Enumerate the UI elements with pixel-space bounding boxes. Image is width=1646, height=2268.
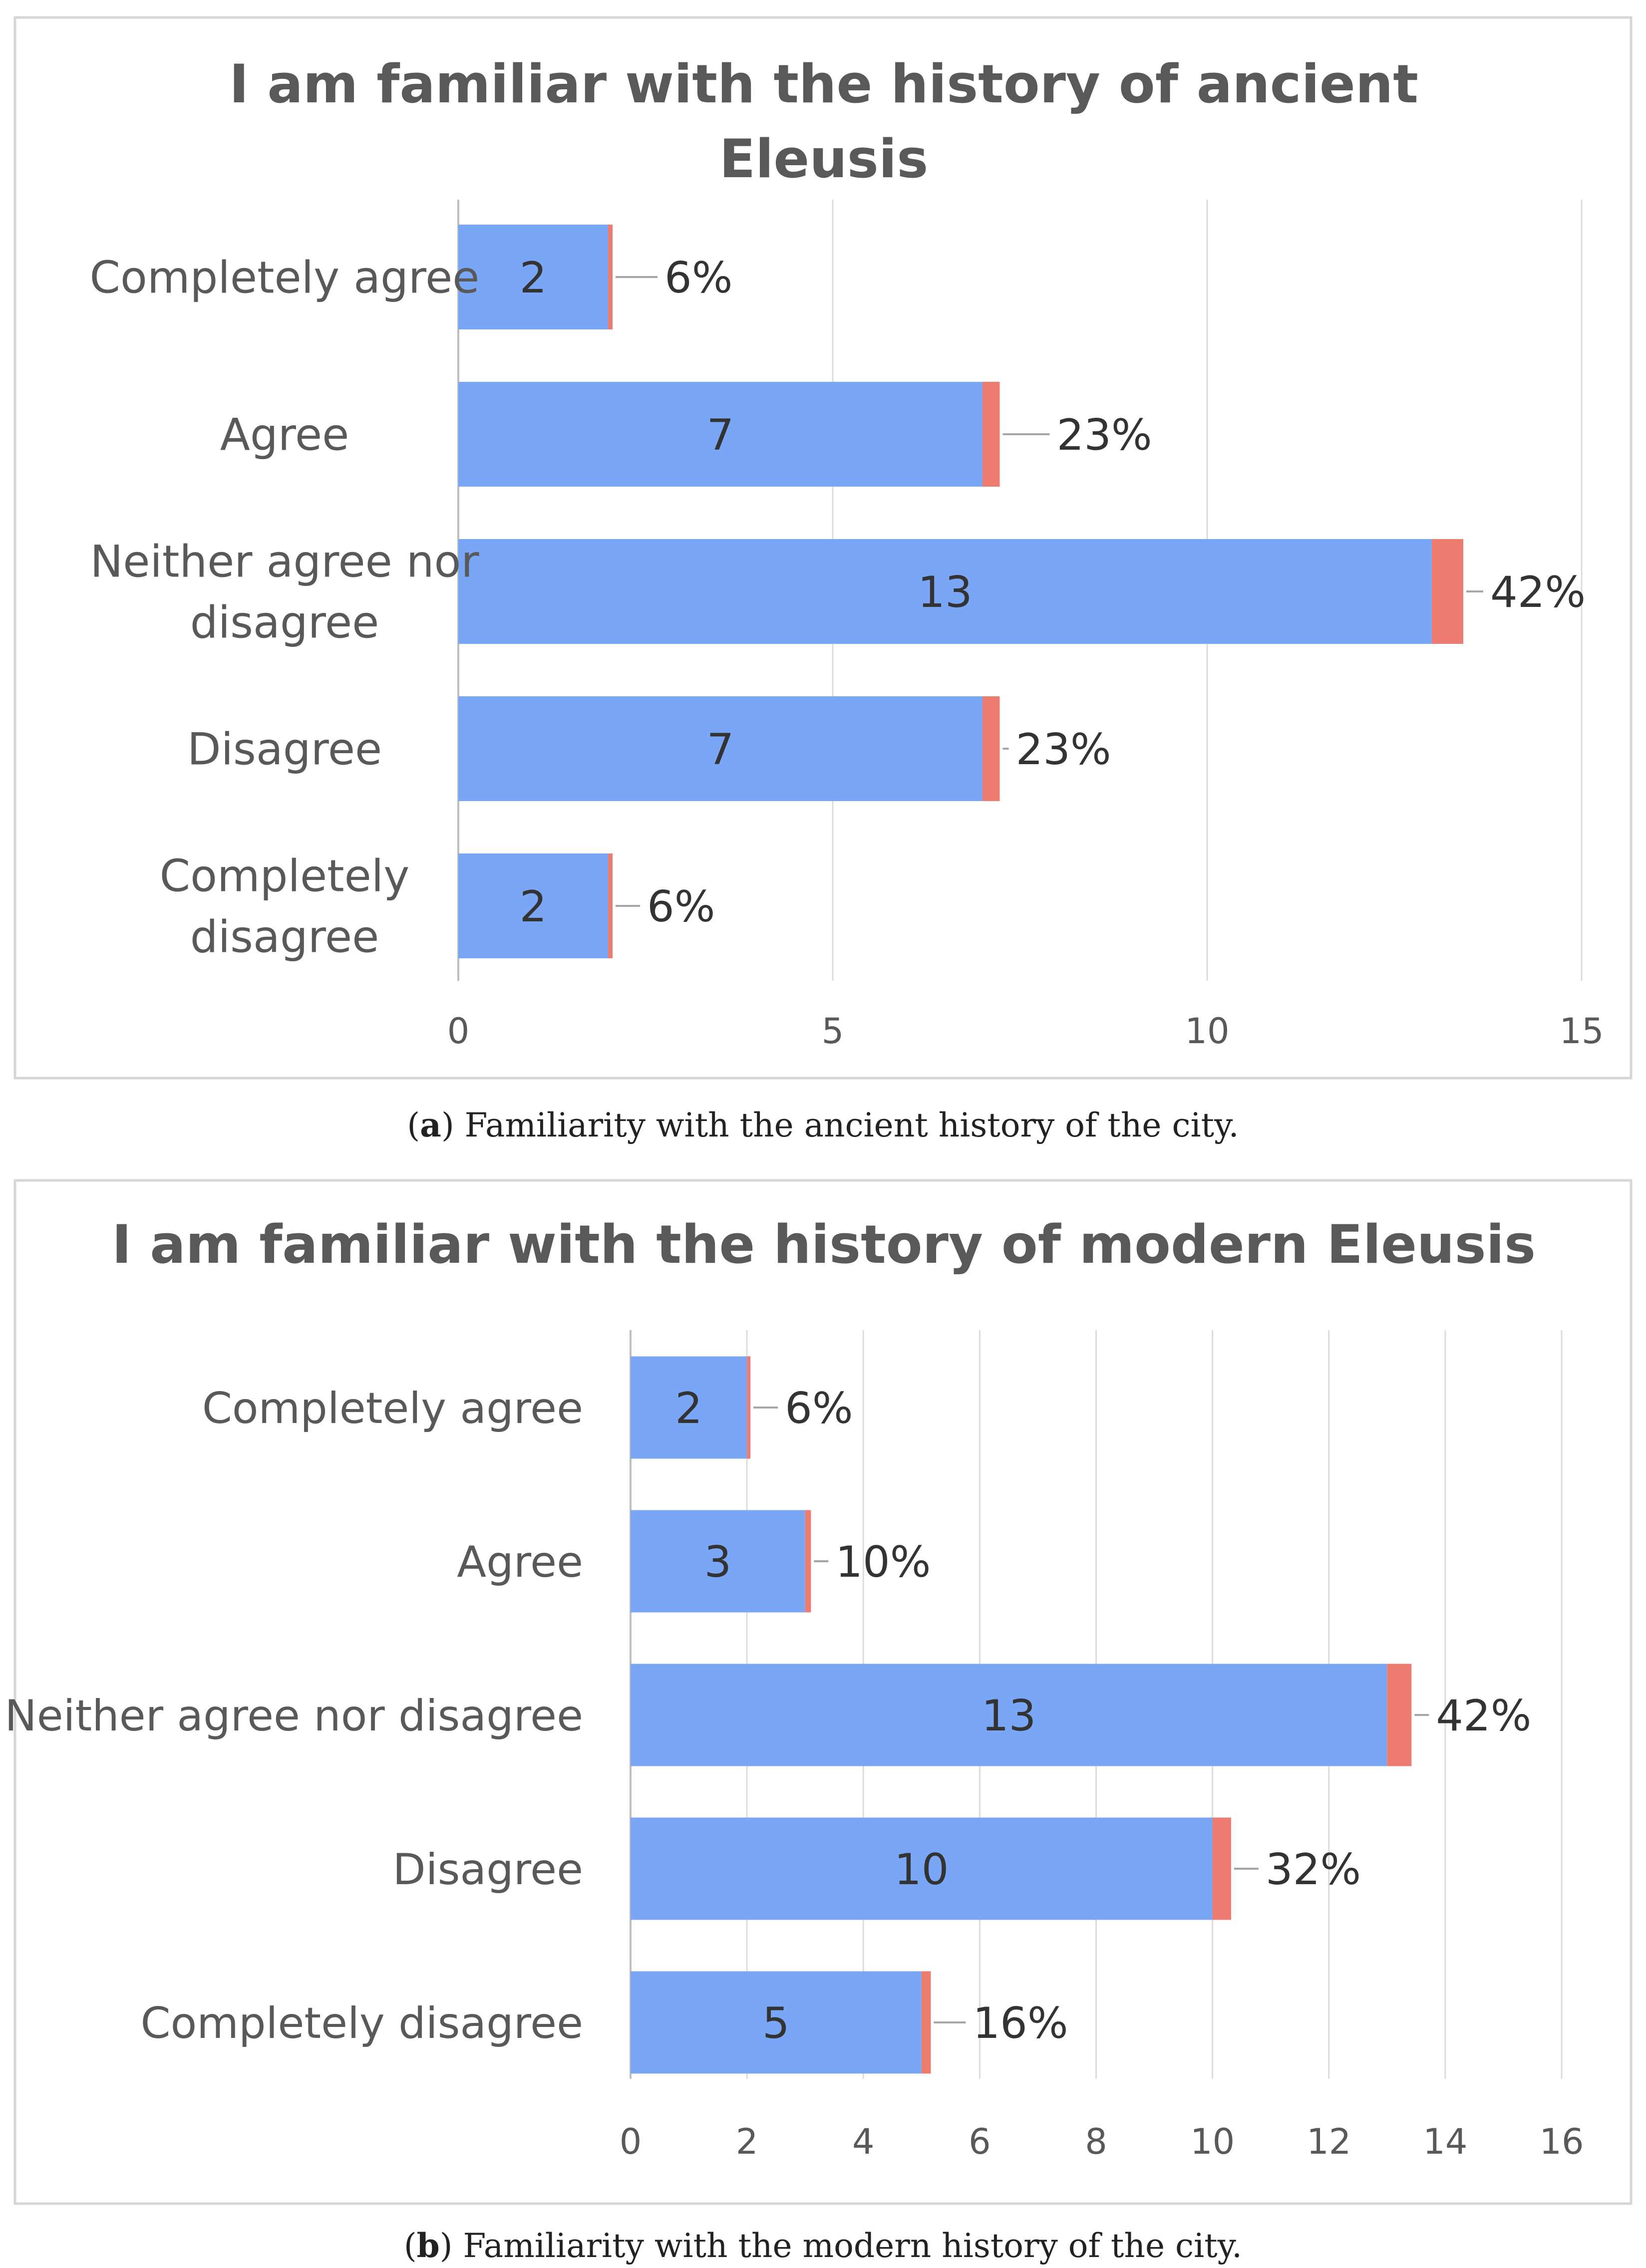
x-tick-label: 6 — [969, 2121, 991, 2162]
bar-percent — [983, 696, 1000, 801]
bar-percent-label: 6% — [785, 1384, 853, 1433]
bar-percent-label: 10% — [835, 1537, 931, 1587]
chart-title: I am familiar with the history of ancien… — [229, 53, 1418, 115]
chart-title: I am familiar with the history of modern… — [112, 1214, 1536, 1275]
bar-percent — [747, 1356, 751, 1459]
chart-title: Eleusis — [719, 128, 929, 190]
bar-value-label: 10 — [894, 1845, 949, 1895]
category-label: disagree — [190, 597, 379, 648]
chart-modern-history: I am familiar with the history of modern… — [4, 1179, 1633, 2205]
bar-percent — [1387, 1664, 1412, 1766]
bar-count — [631, 1510, 805, 1613]
x-tick-label: 10 — [1185, 1011, 1229, 1052]
bar-value-label: 2 — [675, 1384, 702, 1433]
bar-percent — [608, 225, 613, 329]
bar-percent — [1212, 1817, 1231, 1920]
category-label: Disagree — [187, 724, 382, 775]
bar-value-label: 7 — [707, 725, 734, 775]
bar-percent — [983, 382, 1000, 487]
category-label: Neither agree nor — [90, 536, 479, 587]
category-label: Disagree — [393, 1845, 584, 1895]
category-label: Neither agree nor disagree — [4, 1691, 583, 1741]
x-tick-label: 5 — [822, 1011, 844, 1052]
x-tick-label: 15 — [1559, 1011, 1604, 1052]
bar-value-label: 2 — [520, 253, 547, 303]
x-tick-label: 16 — [1539, 2121, 1584, 2162]
chart-panel-ancient: I am familiar with the history of ancien… — [13, 16, 1633, 1144]
caption-letter: b — [416, 2226, 440, 2265]
x-tick-label: 2 — [736, 2121, 758, 2162]
x-tick-label: 12 — [1307, 2121, 1351, 2162]
x-tick-label: 8 — [1085, 2121, 1107, 2162]
bar-count — [458, 382, 983, 487]
category-label: Completely agree — [202, 1384, 583, 1433]
bar-value-label: 3 — [704, 1537, 731, 1587]
x-tick-label: 10 — [1190, 2121, 1235, 2162]
caption-ancient: (a) Familiarity with the ancient history… — [407, 1106, 1239, 1144]
bar-value-label: 2 — [520, 882, 547, 932]
bar-percent-label: 23% — [1016, 725, 1111, 775]
category-label: Completely disagree — [141, 1998, 583, 2048]
bar-count — [631, 1356, 747, 1459]
bar-percent-label: 42% — [1436, 1691, 1531, 1741]
category-label: Completely — [160, 850, 410, 902]
chart-panel-modern: I am familiar with the history of modern… — [0, 1163, 1646, 2268]
caption-text: ) Familiarity with the ancient history o… — [441, 1106, 1239, 1144]
bar-value-label: 13 — [918, 567, 972, 617]
caption-letter: a — [420, 1106, 441, 1144]
bar-count — [458, 225, 608, 329]
bar-count — [631, 1971, 922, 2074]
caption-text: ) Familiarity with the modern history of… — [439, 2227, 1243, 2265]
bar-percent-label: 6% — [647, 882, 715, 932]
bar-value-label: 7 — [707, 410, 734, 460]
bar-count — [458, 539, 1432, 644]
bar-count — [631, 1664, 1387, 1766]
chart-ancient-history: I am familiar with the history of ancien… — [13, 16, 1633, 1080]
x-tick-label: 4 — [852, 2121, 875, 2162]
bar-percent-label: 32% — [1266, 1845, 1361, 1895]
bar-percent — [805, 1510, 811, 1613]
category-label: disagree — [190, 911, 379, 963]
bar-percent — [608, 853, 613, 958]
bar-count — [458, 853, 608, 958]
bar-percent-label: 16% — [973, 1998, 1068, 2048]
x-tick-label: 0 — [620, 2121, 642, 2162]
bar-percent-label: 23% — [1057, 410, 1152, 460]
x-tick-label: 0 — [447, 1011, 470, 1052]
x-tick-label: 14 — [1423, 2121, 1467, 2162]
bar-count — [458, 696, 983, 801]
bar-percent — [1432, 539, 1463, 644]
category-label: Agree — [220, 409, 349, 461]
bar-percent-label: 42% — [1490, 567, 1586, 617]
bar-percent-label: 6% — [664, 253, 732, 303]
bar-percent — [921, 1971, 931, 2074]
caption-modern: (b) Familiarity with the modern history … — [403, 2226, 1243, 2265]
bar-count — [631, 1817, 1213, 1920]
category-label: Agree — [457, 1537, 583, 1587]
bar-value-label: 13 — [982, 1691, 1036, 1741]
category-label: Completely agree — [90, 252, 480, 303]
bar-value-label: 5 — [762, 1998, 790, 2048]
